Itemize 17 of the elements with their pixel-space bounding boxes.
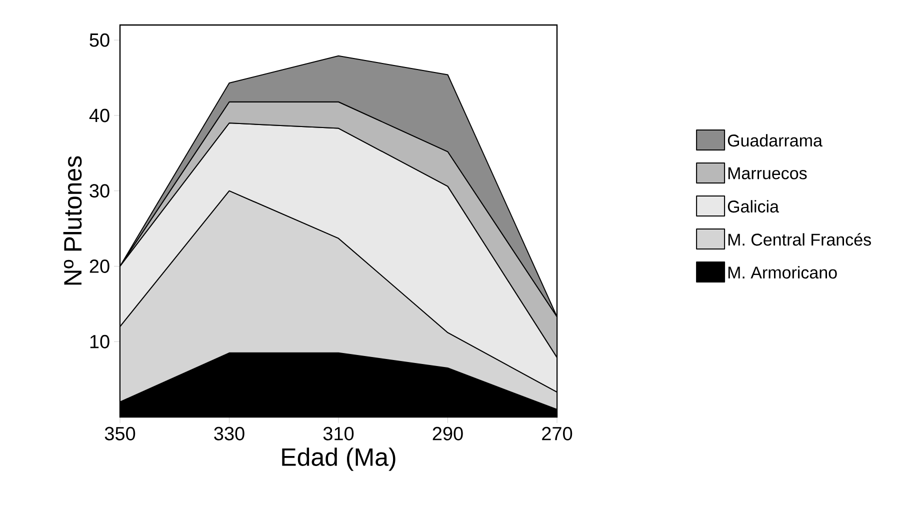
x-tick-label: 290 bbox=[432, 426, 463, 440]
legend-label: M. Central Francés bbox=[728, 233, 871, 246]
y-tick-label: 10 bbox=[90, 334, 110, 348]
x-tick-label: 330 bbox=[214, 426, 244, 440]
legend-label: Guadarrama bbox=[728, 134, 822, 147]
y-tick-label: 20 bbox=[90, 260, 110, 273]
x-tick-label: 310 bbox=[323, 426, 354, 440]
y-axis-title: Nº Plutones bbox=[63, 156, 82, 285]
legend-label: Galicia bbox=[728, 200, 779, 213]
y-tick-label: 40 bbox=[89, 108, 110, 122]
x-tick-label: 270 bbox=[542, 426, 572, 440]
x-axis-title: Edad (Ma) bbox=[282, 448, 396, 471]
y-tick-label: 50 bbox=[90, 33, 110, 47]
legend-label: M. Armoricano bbox=[728, 266, 837, 279]
legend-label: Marruecos bbox=[728, 167, 807, 180]
x-tick-label: 350 bbox=[104, 426, 136, 440]
y-tick-label: 30 bbox=[90, 184, 110, 198]
